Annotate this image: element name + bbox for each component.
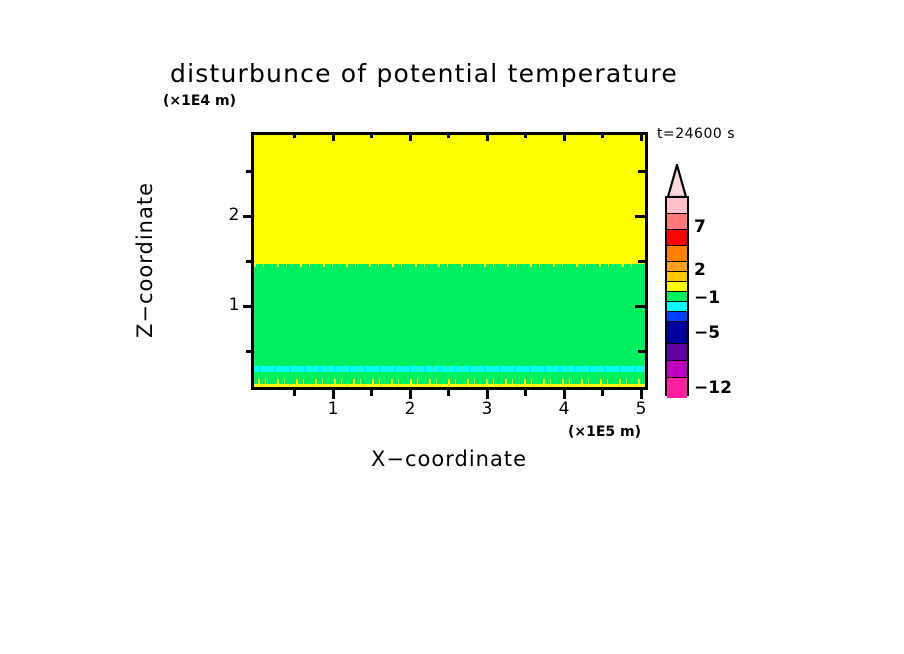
field-band-upper-yellow bbox=[254, 135, 645, 266]
y-axis-right-tick bbox=[638, 170, 646, 173]
colorbar-band-orange-light bbox=[667, 262, 687, 272]
x-axis-title: X−coordinate bbox=[371, 447, 527, 471]
y-tick-label-2: 2 bbox=[228, 205, 240, 225]
colorbar-band-purple bbox=[667, 344, 687, 361]
x-axis-tick-3 bbox=[486, 390, 489, 399]
colorbar-tick-label-7: 7 bbox=[694, 217, 706, 237]
colorbar-band-red bbox=[667, 230, 687, 246]
time-stamp-label: t=24600 s bbox=[657, 126, 735, 142]
x-axis-top-tick bbox=[409, 132, 412, 141]
x-axis-top-tick bbox=[332, 132, 335, 141]
y-axis-right-tick bbox=[635, 305, 646, 308]
x-axis-top-tick bbox=[447, 132, 450, 138]
x-axis-top-tick bbox=[640, 132, 643, 141]
colorbar-band-orange bbox=[667, 246, 687, 262]
x-axis-unit-label: (×1E5 m) bbox=[568, 424, 642, 440]
field-interface-speckle-bottom bbox=[254, 379, 645, 384]
y-axis-minor-tick bbox=[246, 260, 254, 263]
field-interface-speckle-top bbox=[254, 264, 645, 267]
y-axis-title: Z−coordinate bbox=[133, 182, 157, 338]
x-axis-minor-tick bbox=[370, 390, 373, 396]
colorbar-band-green bbox=[667, 292, 687, 302]
colorbar-tick-label-m5: −5 bbox=[694, 323, 721, 343]
colorbar-arrow-tip-icon bbox=[666, 164, 688, 198]
x-tick-label-1: 1 bbox=[327, 399, 339, 419]
x-axis-top-tick bbox=[601, 132, 604, 138]
colorbar-band-blue bbox=[667, 312, 687, 322]
x-axis-top-tick bbox=[563, 132, 566, 141]
colorbar-band-gold bbox=[667, 272, 687, 282]
x-axis-top-tick bbox=[370, 132, 373, 138]
colorbar-tick-label-m12: −12 bbox=[694, 378, 732, 398]
colorbar-tick-label-2: 2 bbox=[694, 260, 706, 280]
colorbar-band-cyan bbox=[667, 302, 687, 312]
field-band-bottom-yellow bbox=[254, 384, 645, 387]
y-axis-tick-2 bbox=[243, 215, 254, 218]
x-axis-tick-1 bbox=[332, 390, 335, 399]
colorbar-band-salmon bbox=[667, 214, 687, 230]
x-tick-label-4: 4 bbox=[558, 399, 570, 419]
y-axis-tick-1 bbox=[243, 305, 254, 308]
y-axis-minor-tick bbox=[246, 170, 254, 173]
colorbar-band-magenta bbox=[667, 361, 687, 378]
y-axis-right-tick bbox=[638, 260, 646, 263]
x-axis-tick-2 bbox=[409, 390, 412, 399]
y-tick-label-1: 1 bbox=[228, 295, 240, 315]
colorbar-band-pink-hot bbox=[667, 378, 687, 398]
x-tick-label-2: 2 bbox=[404, 399, 416, 419]
colorbar-band-yellow bbox=[667, 282, 687, 292]
x-axis-tick-5 bbox=[640, 390, 643, 399]
colorbar-band-pink-light bbox=[667, 198, 687, 214]
x-axis-tick-4 bbox=[563, 390, 566, 399]
x-axis-top-tick bbox=[524, 132, 527, 138]
x-axis-minor-tick bbox=[524, 390, 527, 396]
colorbar bbox=[665, 164, 689, 398]
y-axis-right-tick bbox=[638, 350, 646, 353]
field-band-green bbox=[254, 266, 645, 368]
x-axis-top-tick bbox=[293, 132, 296, 138]
x-tick-label-3: 3 bbox=[481, 399, 493, 419]
x-axis-minor-tick bbox=[447, 390, 450, 396]
y-axis-minor-tick bbox=[246, 350, 254, 353]
x-axis-top-tick bbox=[486, 132, 489, 141]
page-title: disturbunce of potential temperature bbox=[170, 59, 678, 88]
y-axis-unit-label: (×1E4 m) bbox=[163, 93, 237, 109]
x-tick-label-5: 5 bbox=[635, 399, 647, 419]
colorbar-band-navy bbox=[667, 322, 687, 344]
x-axis-minor-tick bbox=[293, 390, 296, 396]
contour-plot-area bbox=[251, 132, 648, 390]
colorbar-tick-label-m1: −1 bbox=[694, 288, 721, 308]
y-axis-right-tick bbox=[635, 215, 646, 218]
colorbar-body bbox=[665, 196, 689, 398]
x-axis-minor-tick bbox=[601, 390, 604, 396]
field-band-cyan bbox=[254, 366, 645, 372]
